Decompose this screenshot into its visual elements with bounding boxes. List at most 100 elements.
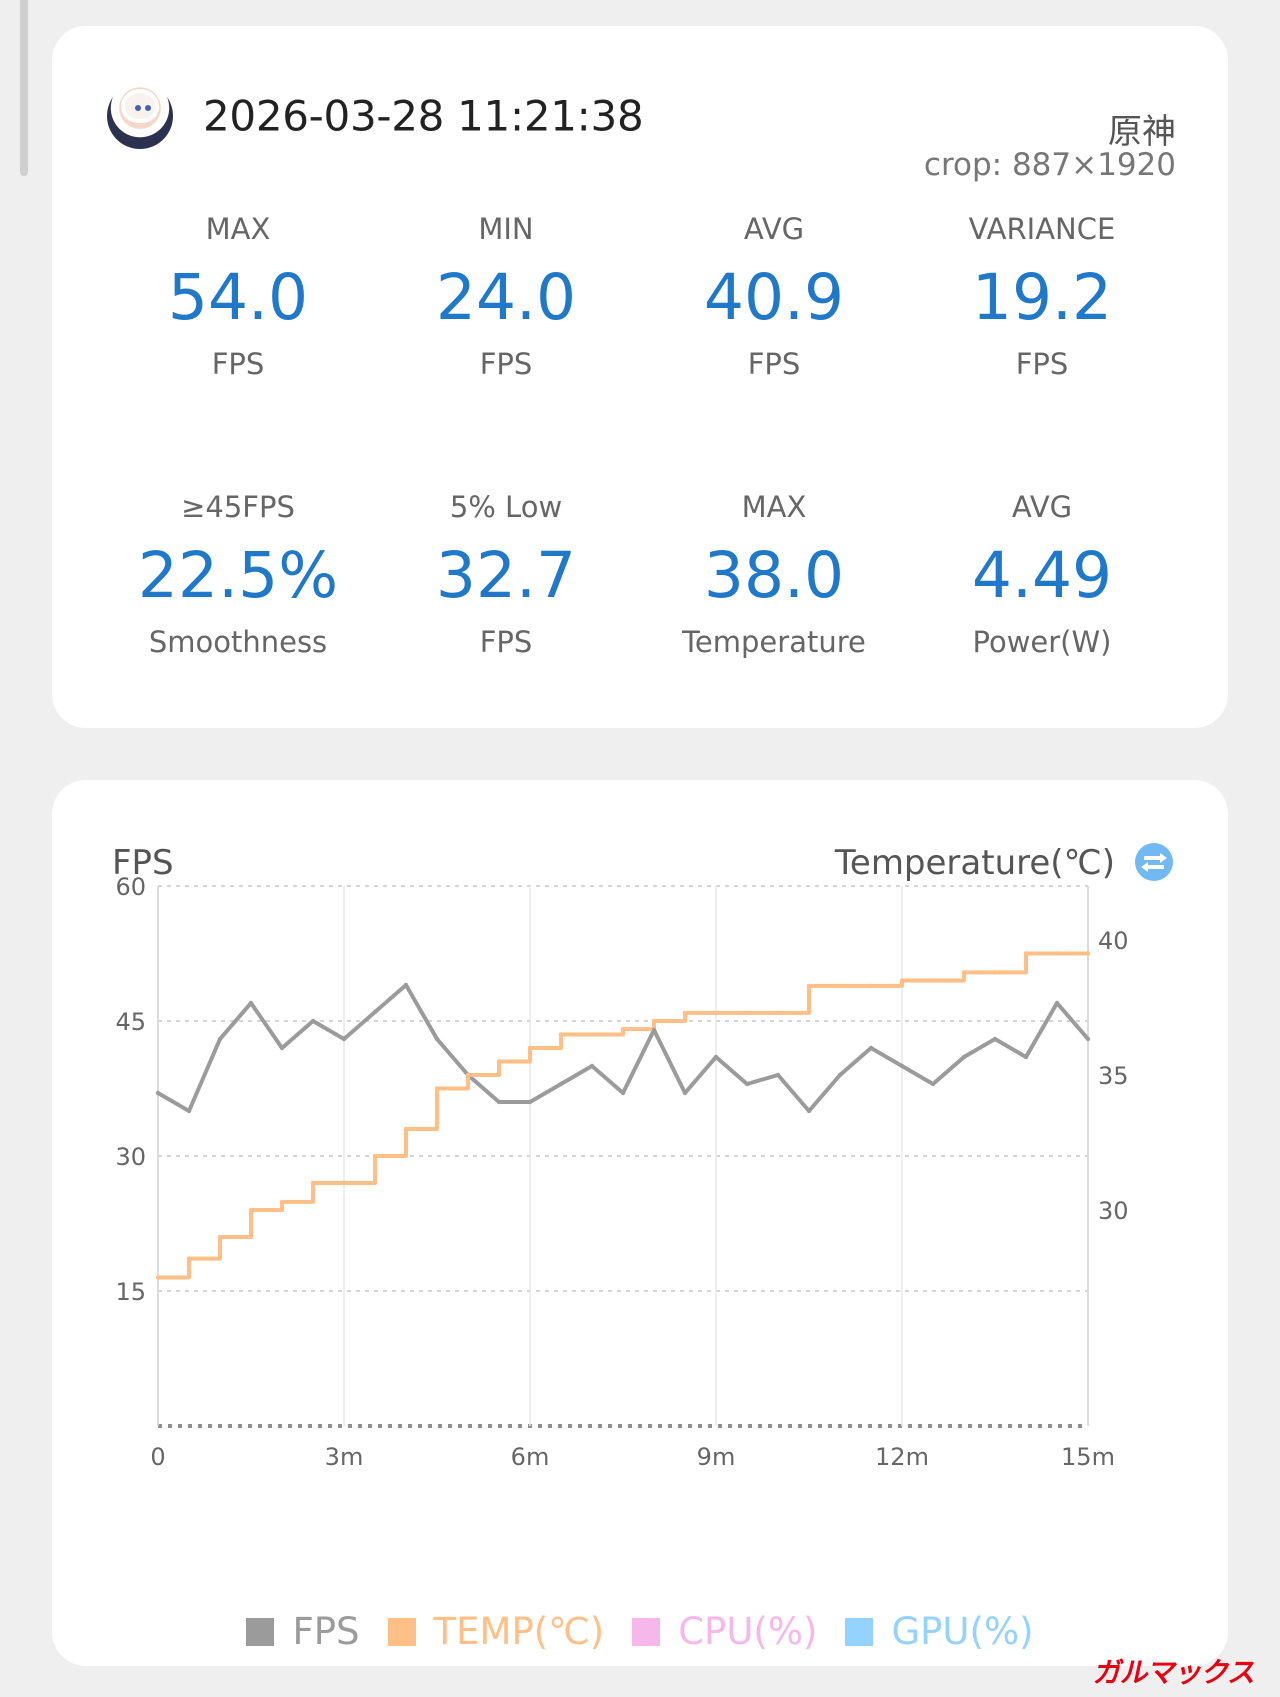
fps-data-point [620, 1090, 626, 1096]
metric-min-fps: MIN 24.0 FPS [372, 204, 640, 482]
legend-label: FPS [292, 1610, 360, 1653]
x-tick-label: 3m [325, 1443, 364, 1471]
fps-data-point [1085, 1036, 1091, 1042]
fps-data-point [248, 1000, 254, 1006]
scroll-indicator[interactable] [20, 0, 28, 176]
temperature-data-point [279, 1199, 285, 1205]
metric-value: 22.5% [137, 539, 339, 612]
chart-left-axis-title: FPS [112, 843, 174, 883]
metric-value: 19.2 [971, 261, 1113, 334]
legend-swatch [632, 1617, 661, 1646]
temperature-data-point [434, 1086, 440, 1091]
summary-card: 2026-03-28 11:21:38 原神 crop: 887×1920 MA… [52, 26, 1228, 728]
fps-data-point [868, 1045, 874, 1051]
crop-info: crop: 887×1920 [923, 147, 1176, 183]
temperature-data-point [961, 970, 967, 975]
temperature-data-point [1085, 951, 1091, 956]
fps-data-point [930, 1081, 936, 1087]
left-y-tick-label: 15 [115, 1278, 146, 1306]
metric-value: 40.9 [703, 261, 845, 334]
metric-smoothness: ≥45FPS 22.5% Smoothness [104, 482, 372, 682]
fps-data-point [558, 1081, 564, 1087]
fps-data-point [496, 1099, 502, 1105]
metric-avg-power: AVG 4.49 Power(W) [908, 482, 1176, 682]
metrics-grid: MAX 54.0 FPS MIN 24.0 FPS AVG 40.9 FPS V… [52, 204, 1280, 682]
temperature-data-point [899, 978, 905, 983]
fps-data-point [713, 1054, 719, 1060]
metric-variance: VARIANCE 19.2 FPS [908, 204, 1176, 482]
swap-icon[interactable] [1135, 843, 1173, 881]
temperature-series-line [156, 951, 1090, 1280]
temperature-data-point [868, 983, 874, 989]
temperature-data-point [217, 1234, 223, 1240]
left-y-tick-label: 45 [115, 1008, 146, 1036]
legend-label: TEMP(℃) [433, 1610, 605, 1653]
metric-label: MIN [478, 212, 534, 246]
legend-item-fps: FPS [246, 1610, 360, 1653]
game-avatar-icon [107, 83, 173, 149]
game-name: 原神 [1108, 112, 1176, 152]
chart-card: FPS Temperature(℃) 60 45 30 15 40 35 30 0 3m 6m 9m… [52, 780, 1228, 1666]
left-y-tick-label: 30 [115, 1143, 146, 1171]
temperature-data-point [806, 983, 812, 989]
fps-data-point [682, 1090, 688, 1096]
temperature-data-point [651, 1018, 657, 1024]
fps-data-point [310, 1018, 316, 1024]
temperature-data-point [558, 1032, 564, 1037]
temperature-data-point [682, 1010, 688, 1016]
metric-max-temperature: MAX 38.0 Temperature [640, 482, 908, 682]
fps-data-point [961, 1054, 967, 1060]
right-y-tick-label: 35 [1098, 1062, 1129, 1090]
site-watermark: ガルマックス [1091, 1656, 1260, 1689]
metric-unit: Smoothness [148, 625, 328, 659]
x-tick-label: 15m [1061, 1443, 1115, 1471]
legend-swatch [387, 1617, 416, 1646]
fps-data-point [279, 1045, 285, 1051]
fps-data-point [992, 1036, 998, 1042]
temperature-data-point [372, 1153, 378, 1159]
temperature-data-point [310, 1180, 316, 1186]
temperature-data-point [527, 1045, 533, 1051]
legend-label: GPU(%) [891, 1610, 1034, 1653]
x-tick-label: 12m [875, 1443, 929, 1471]
temperature-data-point [403, 1126, 409, 1132]
metric-label: AVG [1011, 490, 1073, 524]
metric-unit: FPS [747, 347, 801, 381]
metric-value: 24.0 [435, 261, 577, 334]
fps-data-point [651, 1027, 657, 1033]
metric-value: 54.0 [167, 261, 309, 334]
metric-value: 4.49 [971, 539, 1113, 612]
fps-data-point [1023, 1054, 1029, 1060]
chart-legend: FPS TEMP(℃) CPU(%) GPU(%) [52, 1610, 1228, 1653]
metric-unit: Temperature [682, 625, 866, 659]
temperature-data-point [186, 1256, 192, 1261]
temperature-data-point [496, 1059, 502, 1064]
legend-item-temp: TEMP(℃) [387, 1610, 605, 1653]
temperature-data-point [589, 1032, 595, 1037]
metric-label: ≥45FPS [181, 490, 295, 524]
metric-unit: FPS [1015, 347, 1069, 381]
fps-data-point [899, 1063, 905, 1069]
fps-data-point [589, 1063, 595, 1069]
legend-swatch [246, 1617, 275, 1646]
fps-data-point [341, 1036, 347, 1042]
fps-data-point [217, 1036, 223, 1042]
right-y-tick-label: 40 [1098, 927, 1129, 955]
fps-data-point [775, 1072, 781, 1078]
metric-unit: Power(W) [972, 625, 1112, 659]
fps-data-point [372, 1009, 378, 1015]
metric-label: MAX [741, 490, 807, 524]
left-y-tick-label: 60 [115, 873, 146, 901]
temperature-data-point [248, 1207, 254, 1213]
temperature-data-point [155, 1275, 161, 1280]
temperature-data-point [744, 1010, 750, 1016]
metric-label: VARIANCE [968, 212, 1116, 246]
fps-temperature-chart: 60 45 30 15 40 35 30 0 3m 6m 9m 12m 15m [115, 873, 1129, 1471]
metric-unit: FPS [479, 347, 533, 381]
legend-item-gpu: GPU(%) [845, 1610, 1034, 1653]
metric-label: AVG [743, 212, 805, 246]
x-tick-label: 9m [697, 1443, 736, 1471]
x-tick-label: 6m [511, 1443, 550, 1471]
temperature-data-point [341, 1180, 347, 1186]
